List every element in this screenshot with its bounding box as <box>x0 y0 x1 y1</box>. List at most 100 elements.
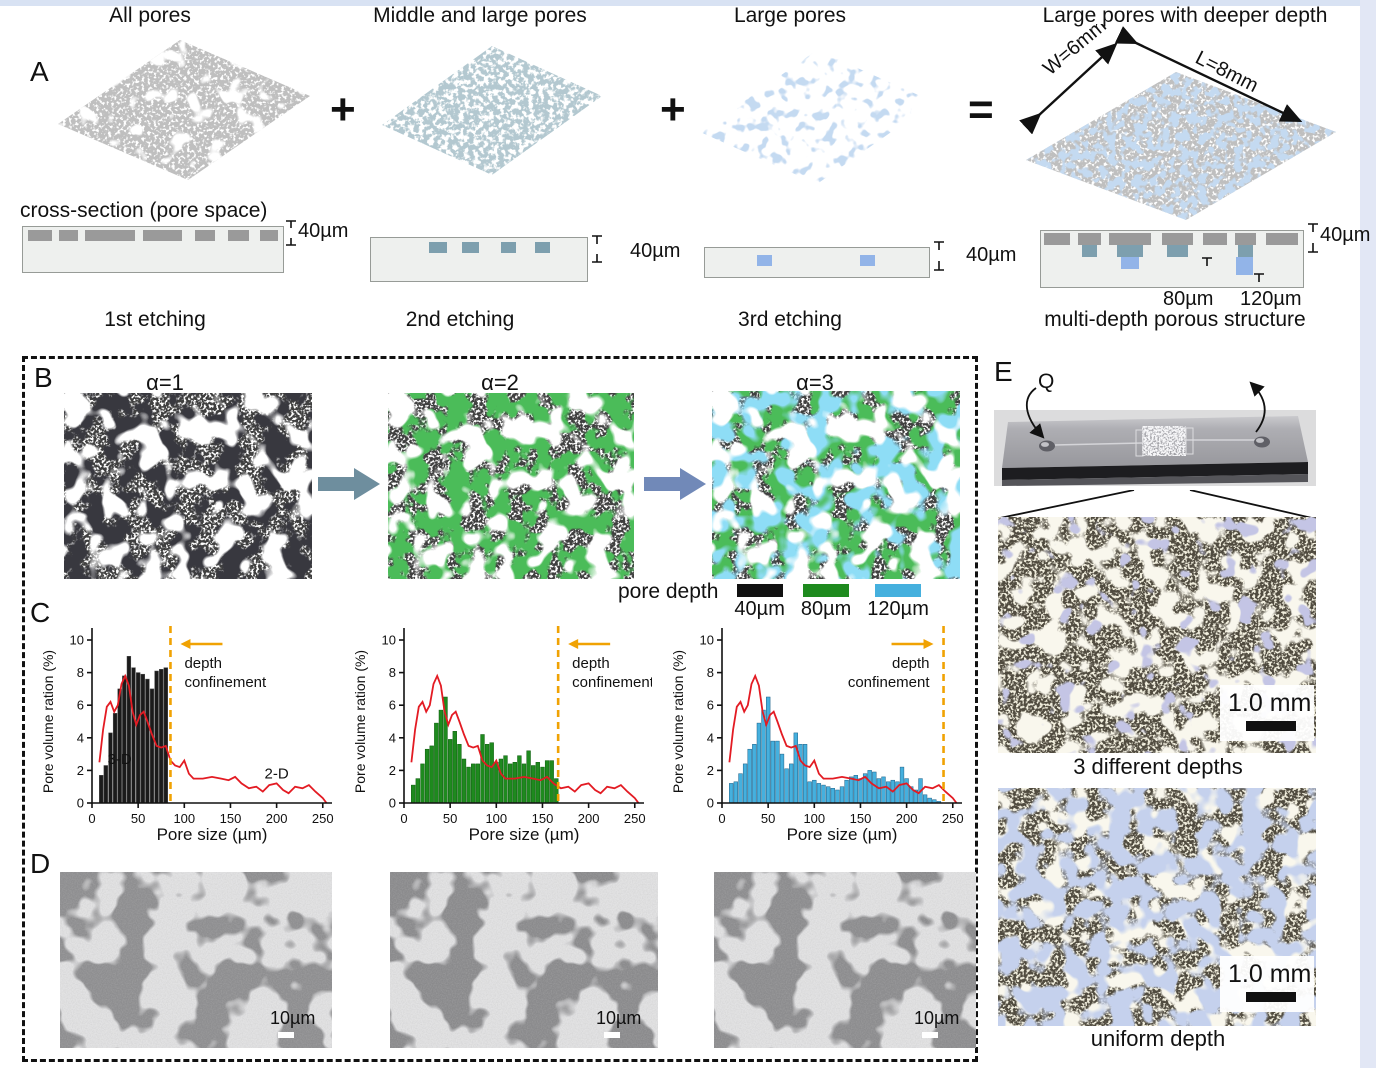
pore-render-middle-large-pores <box>382 46 602 175</box>
svg-text:10: 10 <box>70 633 84 648</box>
pore-block <box>1166 245 1188 257</box>
svg-text:150: 150 <box>220 811 242 826</box>
depth-label-2: 40µm <box>630 240 681 262</box>
panel-d-label: D <box>30 848 51 879</box>
pore-map-alpha2 <box>388 393 634 579</box>
legend-swatch-40um <box>736 584 783 597</box>
pore-render-large-pores <box>700 50 934 184</box>
svg-text:depth: depth <box>892 655 930 672</box>
cross-section-3rd-etching <box>704 247 930 278</box>
column-title-middle-large-pores: Middle and large pores <box>373 4 587 27</box>
svg-text:depth: depth <box>184 655 222 672</box>
svg-text:6: 6 <box>77 698 84 713</box>
outlet-hole-highlight <box>1256 438 1264 443</box>
pore-render-all-pores <box>58 40 310 180</box>
micrograph-scalebar-label: 1.0 mm <box>1228 689 1311 717</box>
svg-text:0: 0 <box>718 811 725 826</box>
pore-block <box>259 230 278 241</box>
cross-section-1st-etching <box>22 226 284 273</box>
pore-map-alpha3 <box>712 391 960 579</box>
pore-block <box>28 230 52 241</box>
svg-text:6: 6 <box>389 698 396 713</box>
dim-arrow-length <box>1114 26 1303 123</box>
legend-item-80um: 80µm <box>801 578 851 621</box>
depth-tick <box>934 241 944 271</box>
dim-width-label: W=6mm <box>1039 24 1111 80</box>
legend-label-120um: 120µm <box>867 598 929 620</box>
dimension-arrows: W=6mm L=8mm <box>1019 24 1303 134</box>
zoom-connector-lines <box>999 490 1313 518</box>
svg-text:8: 8 <box>389 665 396 680</box>
channel-line-left <box>1053 442 1143 446</box>
pore-block <box>1081 245 1098 257</box>
pore-block <box>1161 233 1193 245</box>
svg-text:2-D: 2-D <box>265 766 289 783</box>
column-title-large-pores: Large pores <box>733 4 847 27</box>
svg-text:100: 100 <box>803 811 825 826</box>
cross-section-heading: cross-section (pore space) <box>20 199 268 222</box>
caption-uniform-depth: uniform depth <box>1090 1026 1226 1051</box>
pillar-arrays <box>1135 427 1194 457</box>
alpha-2-label: α=2 <box>481 370 519 395</box>
depth-tick <box>1308 223 1318 253</box>
pore-block <box>85 230 135 241</box>
depth-tick <box>592 235 602 263</box>
caption-1st-etching: 1st etching <box>104 308 206 331</box>
pore-block <box>1043 233 1070 245</box>
depth-label-4: 40µm <box>1320 224 1371 246</box>
depth-label-120: 120µm <box>1240 288 1302 310</box>
svg-text:4: 4 <box>707 730 714 745</box>
svg-text:0: 0 <box>400 811 407 826</box>
svg-text:confinement: confinement <box>848 674 931 691</box>
column-title-all-pores: All pores <box>109 4 191 27</box>
pore-block <box>59 230 78 241</box>
svg-text:10: 10 <box>700 633 714 648</box>
equals-operator: = <box>968 85 994 134</box>
sem-scalebar <box>922 1032 938 1038</box>
pore-block <box>429 242 447 253</box>
page-frame-top <box>0 0 1376 6</box>
depth-label-1: 40µm <box>298 220 349 242</box>
inlet-hole-highlight <box>1041 442 1049 447</box>
pore-block <box>142 230 182 241</box>
legend-label-80um: 80µm <box>800 598 852 620</box>
dim-arrow-width <box>1019 42 1118 134</box>
plus-operator-2: + <box>660 85 686 134</box>
pore-block <box>194 230 216 241</box>
svg-text:100: 100 <box>485 811 507 826</box>
pore-depth-legend: pore depth 40µm 80µm 120µm <box>618 578 929 621</box>
svg-text:3-D: 3-D <box>108 751 132 768</box>
svg-text:200: 200 <box>896 811 918 826</box>
svg-text:Pore size (µm): Pore size (µm) <box>787 825 898 844</box>
chip-photo: Q <box>994 370 1316 486</box>
svg-text:250: 250 <box>942 811 964 826</box>
svg-text:10: 10 <box>382 633 396 648</box>
svg-text:150: 150 <box>850 811 872 826</box>
svg-text:2: 2 <box>389 763 396 778</box>
page-frame-right <box>1360 0 1376 1068</box>
panel-bcd-dashed-box <box>22 356 978 1062</box>
depth-label-80: 80µm <box>1163 288 1214 310</box>
svg-text:Pore volume ration (%): Pore volume ration (%) <box>352 650 368 793</box>
depth-label-3: 40µm <box>966 244 1017 266</box>
svg-text:Pore size (µm): Pore size (µm) <box>469 825 580 844</box>
svg-text:0: 0 <box>707 796 714 811</box>
cross-section-multidepth <box>1040 230 1304 288</box>
pore-block <box>756 255 773 266</box>
panel-a-label: A <box>30 56 49 87</box>
caption-3-different-depths: 3 different depths <box>1073 754 1243 779</box>
svg-text:0: 0 <box>88 811 95 826</box>
outlet-flow-arrow <box>1249 381 1266 433</box>
svg-text:200: 200 <box>578 811 600 826</box>
panel-e-label: E <box>994 356 1013 387</box>
sem-scalebar <box>604 1032 620 1038</box>
micrograph-scalebar <box>1246 721 1296 731</box>
scalebar-box <box>1220 685 1314 741</box>
svg-text:8: 8 <box>707 665 714 680</box>
svg-text:250: 250 <box>312 811 334 826</box>
sem-scalebar-label: 10µm <box>914 1008 959 1028</box>
svg-text:confinement: confinement <box>184 674 267 691</box>
